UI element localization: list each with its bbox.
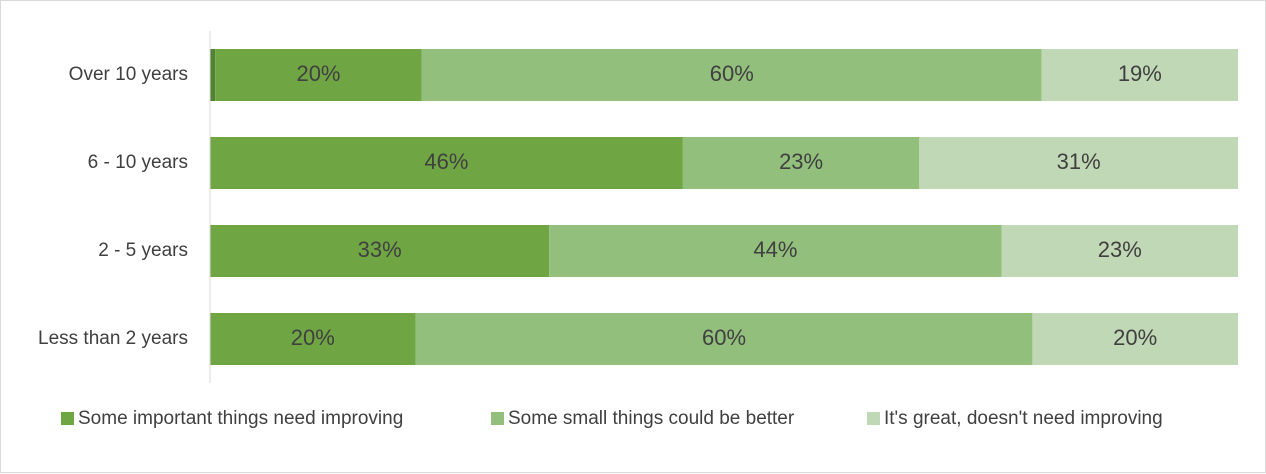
data-label: 20% [1113,325,1157,350]
legend-swatch [61,412,74,425]
category-label: Over 10 years [69,64,188,85]
data-label: 20% [291,325,335,350]
bar-segment [919,137,1238,189]
legend-swatch [491,412,504,425]
data-label: 44% [753,237,797,262]
category-label: 2 - 5 years [98,240,188,261]
category-label: 6 - 10 years [88,152,188,173]
data-label: 60% [710,61,754,86]
bar-segment [210,137,683,189]
data-label: 20% [296,61,340,86]
data-label: 33% [358,237,402,262]
legend-swatch [867,412,880,425]
legend-label: Some important things need improving [78,408,403,429]
bars-group [210,49,1238,365]
bar-segment [210,313,416,365]
bar-segment [215,49,422,101]
data-label: 46% [424,149,468,174]
bar-segment [1001,225,1238,277]
bar-segment [421,49,1042,101]
bar-segment [415,313,1033,365]
legend-label: It's great, doesn't need improving [884,408,1163,429]
legend: Some important things need improving Some… [61,408,1163,429]
bar-segment [210,49,216,101]
labels-group: Over 10 years 20% 60% 19% 6 - 10 years 46% 23%… [38,61,1162,350]
bar-segment [1041,49,1238,101]
category-label: Less than 2 years [38,328,188,349]
legend-label: Some small things could be better [508,408,795,429]
data-label: 60% [702,325,746,350]
data-label: 23% [779,149,823,174]
bar-segment [210,225,550,277]
data-label: 23% [1098,237,1142,262]
data-label: 31% [1057,149,1101,174]
bar-segment [549,225,1002,277]
data-label: 19% [1118,61,1162,86]
bar-segment [682,137,920,189]
bar-segment [1032,313,1238,365]
